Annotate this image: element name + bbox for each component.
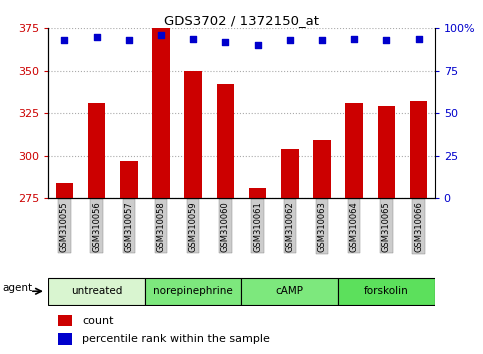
Point [415,36,423,41]
Text: cAMP: cAMP [276,286,304,296]
Point [254,42,261,48]
Point [318,38,326,43]
Bar [410,101,427,198]
Bar [281,149,298,198]
Point [60,38,68,43]
Text: untreated: untreated [71,286,122,296]
Bar [249,188,267,198]
Point [189,36,197,41]
FancyBboxPatch shape [242,278,338,305]
Point [93,34,100,40]
Bar [345,103,363,198]
Bar [313,141,331,198]
Bar [58,333,72,345]
Text: norepinephrine: norepinephrine [153,286,233,296]
Bar [152,27,170,198]
Point [286,38,294,43]
Text: percentile rank within the sample: percentile rank within the sample [82,334,270,344]
Text: forskolin: forskolin [364,286,409,296]
Bar [56,183,73,198]
Text: count: count [82,316,114,326]
Bar [88,103,105,198]
Bar [120,161,138,198]
FancyBboxPatch shape [145,278,242,305]
FancyBboxPatch shape [48,278,145,305]
Text: agent: agent [2,283,32,293]
Point [383,38,390,43]
Point [125,38,133,43]
Point [222,39,229,45]
Bar [216,84,234,198]
Point [157,32,165,38]
Point [350,36,358,41]
Bar [378,107,395,198]
Title: GDS3702 / 1372150_at: GDS3702 / 1372150_at [164,14,319,27]
Bar [58,315,72,326]
FancyBboxPatch shape [338,278,435,305]
Bar [185,71,202,198]
